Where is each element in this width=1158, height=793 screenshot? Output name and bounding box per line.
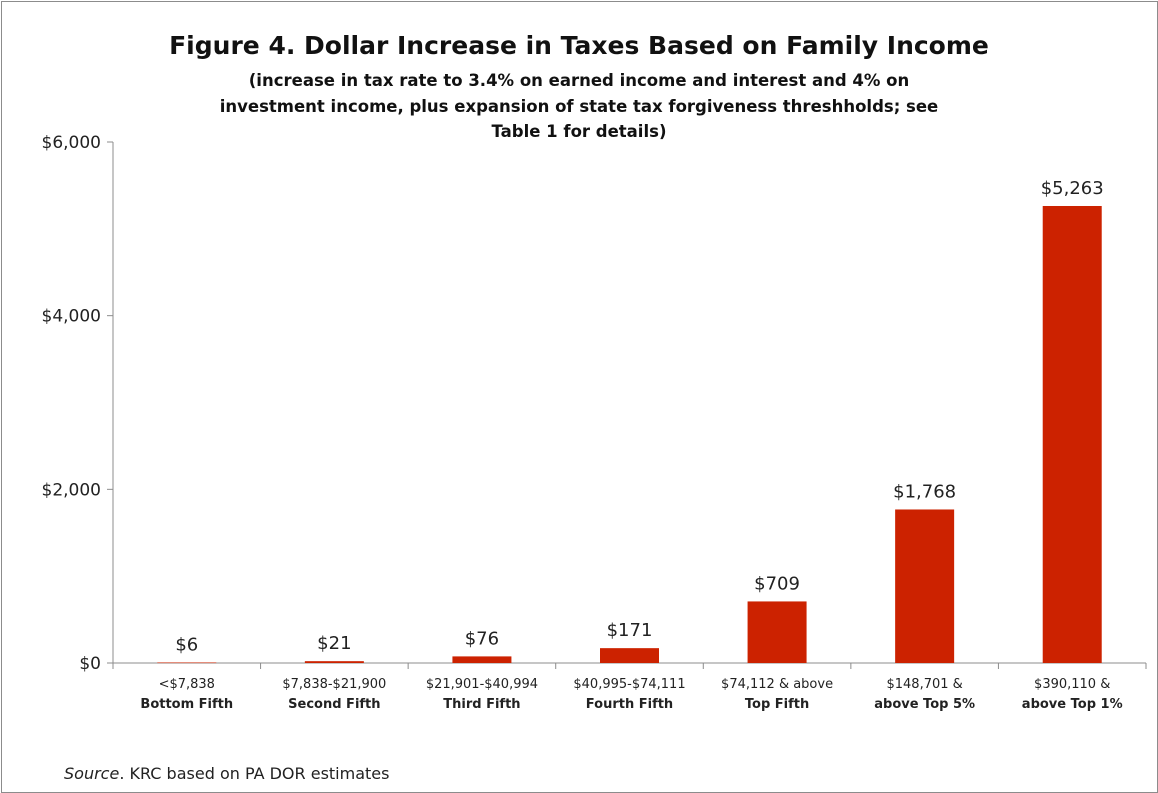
- x-tick-label-group: Top Fifth: [745, 697, 809, 712]
- x-tick-label-range: $148,701 &: [886, 677, 962, 692]
- y-tick-label: $2,000: [42, 480, 101, 500]
- title-block: Figure 4. Dollar Increase in Taxes Based…: [0, 30, 1158, 145]
- y-tick-label: $0: [79, 654, 101, 674]
- chart-subtitle: (increase in tax rate to 3.4% on earned …: [219, 71, 939, 141]
- x-tick-label-group: Third Fifth: [443, 697, 520, 712]
- data-label: $171: [607, 620, 653, 641]
- data-label: $709: [754, 573, 800, 594]
- x-tick-label-group: Bottom Fifth: [140, 697, 233, 712]
- x-tick-label-group: Second Fifth: [288, 697, 380, 712]
- bar: [304, 661, 364, 663]
- data-label: $1,768: [893, 481, 956, 502]
- data-label: $76: [465, 628, 499, 649]
- x-tick-label-range: $74,112 & above: [721, 677, 833, 692]
- x-tick-label-group: above Top 5%: [874, 697, 975, 712]
- x-tick-label-range: $7,838-$21,900: [282, 677, 386, 692]
- data-label: $21: [317, 633, 351, 654]
- y-tick-label: $6,000: [42, 133, 101, 153]
- bar: [452, 656, 512, 663]
- x-tick-label-group: Fourth Fifth: [586, 697, 673, 712]
- x-tick-label-range: $40,995-$74,111: [573, 677, 685, 692]
- x-tick-label-range: $390,110 &: [1034, 677, 1110, 692]
- bar: [157, 662, 217, 664]
- data-label: $5,263: [1041, 178, 1104, 199]
- x-tick-label-range: $21,901-$40,994: [426, 677, 538, 692]
- chart-title: Figure 4. Dollar Increase in Taxes Based…: [169, 31, 989, 60]
- source-note: Source. KRC based on PA DOR estimates: [64, 764, 389, 783]
- bar: [600, 648, 659, 663]
- x-tick-label-group: above Top 1%: [1022, 697, 1123, 712]
- bar: [1042, 205, 1102, 664]
- source-text: . KRC based on PA DOR estimates: [119, 764, 390, 783]
- bar: [895, 509, 955, 663]
- data-label: $6: [175, 634, 198, 655]
- bar: [747, 601, 807, 663]
- source-label: Source: [64, 764, 120, 783]
- x-tick-label-range: <$7,838: [159, 677, 215, 692]
- y-tick-label: $4,000: [42, 307, 101, 327]
